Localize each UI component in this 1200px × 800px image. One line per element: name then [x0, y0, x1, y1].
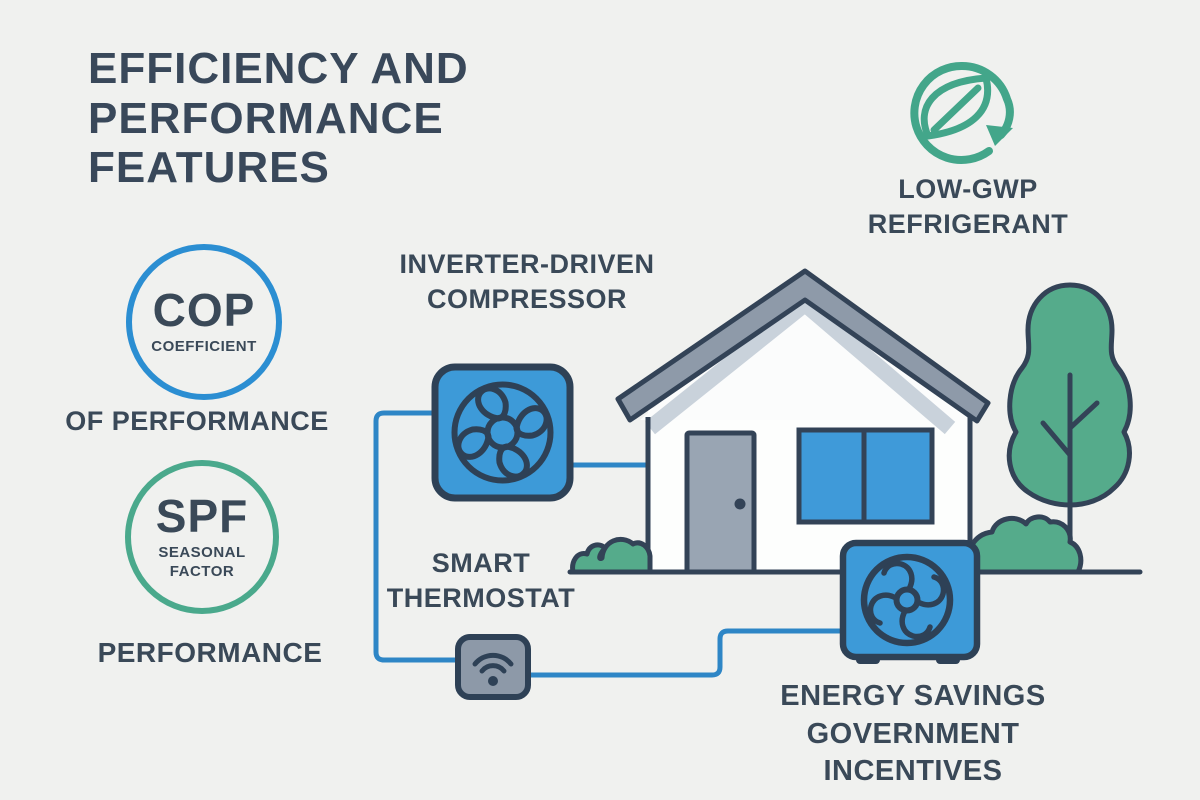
bush-right [964, 514, 1084, 575]
roof [615, 268, 991, 424]
cop-inner-label: COEFFICIENT [151, 338, 257, 356]
page-title: EFFICIENCY AND PERFORMANCE FEATURES [88, 44, 469, 193]
spf-abbr: SPF [155, 489, 249, 542]
recycle-arrow-curve [958, 61, 1014, 139]
door-knob [734, 498, 746, 510]
recycle-arrow-head [986, 125, 1013, 146]
cop-badge: COP COEFFICIENT [126, 244, 282, 400]
spf-badge: SPF SEASONAL FACTOR [125, 460, 279, 614]
leaf-outline [920, 74, 991, 140]
pipe-thermostat-to-outdoor-unit [521, 628, 849, 678]
spf-inner-label: SEASONAL FACTOR [158, 543, 246, 580]
bush-left [570, 537, 653, 575]
fan-icon [860, 553, 954, 647]
energy-incentives-label: ENERGY SAVINGS GOVERNMENT INCENTIVES [713, 678, 1113, 791]
leaf-recycle-icon [910, 61, 1014, 164]
pipe-compressor-loop [373, 410, 465, 663]
connection-pipes [373, 410, 849, 678]
compressor-label: INVERTER-DRIVEN COMPRESSOR [399, 249, 655, 315]
thermostat-device [455, 634, 531, 700]
leaf-stem [930, 84, 982, 134]
wifi-icon [472, 652, 514, 686]
greenery [570, 282, 1133, 575]
energy-savings-label: ENERGY SAVINGS [780, 680, 1046, 712]
thermostat-label: SMART THERMOSTAT [386, 548, 576, 614]
recycle-ring [910, 61, 993, 164]
cop-abbr: COP [152, 284, 256, 337]
cop-caption: OF PERFORMANCE [65, 406, 329, 436]
compressor-unit [431, 363, 574, 502]
spf-caption: PERFORMANCE [97, 637, 323, 668]
government-incentives-label: GOVERNMENT INCENTIVES [806, 717, 1020, 788]
refrigerant-label: LOW-GWP REFRIGERANT [867, 174, 1069, 240]
roof-underside [645, 293, 956, 435]
outdoor-unit [839, 539, 981, 664]
fan-icon [451, 381, 554, 484]
